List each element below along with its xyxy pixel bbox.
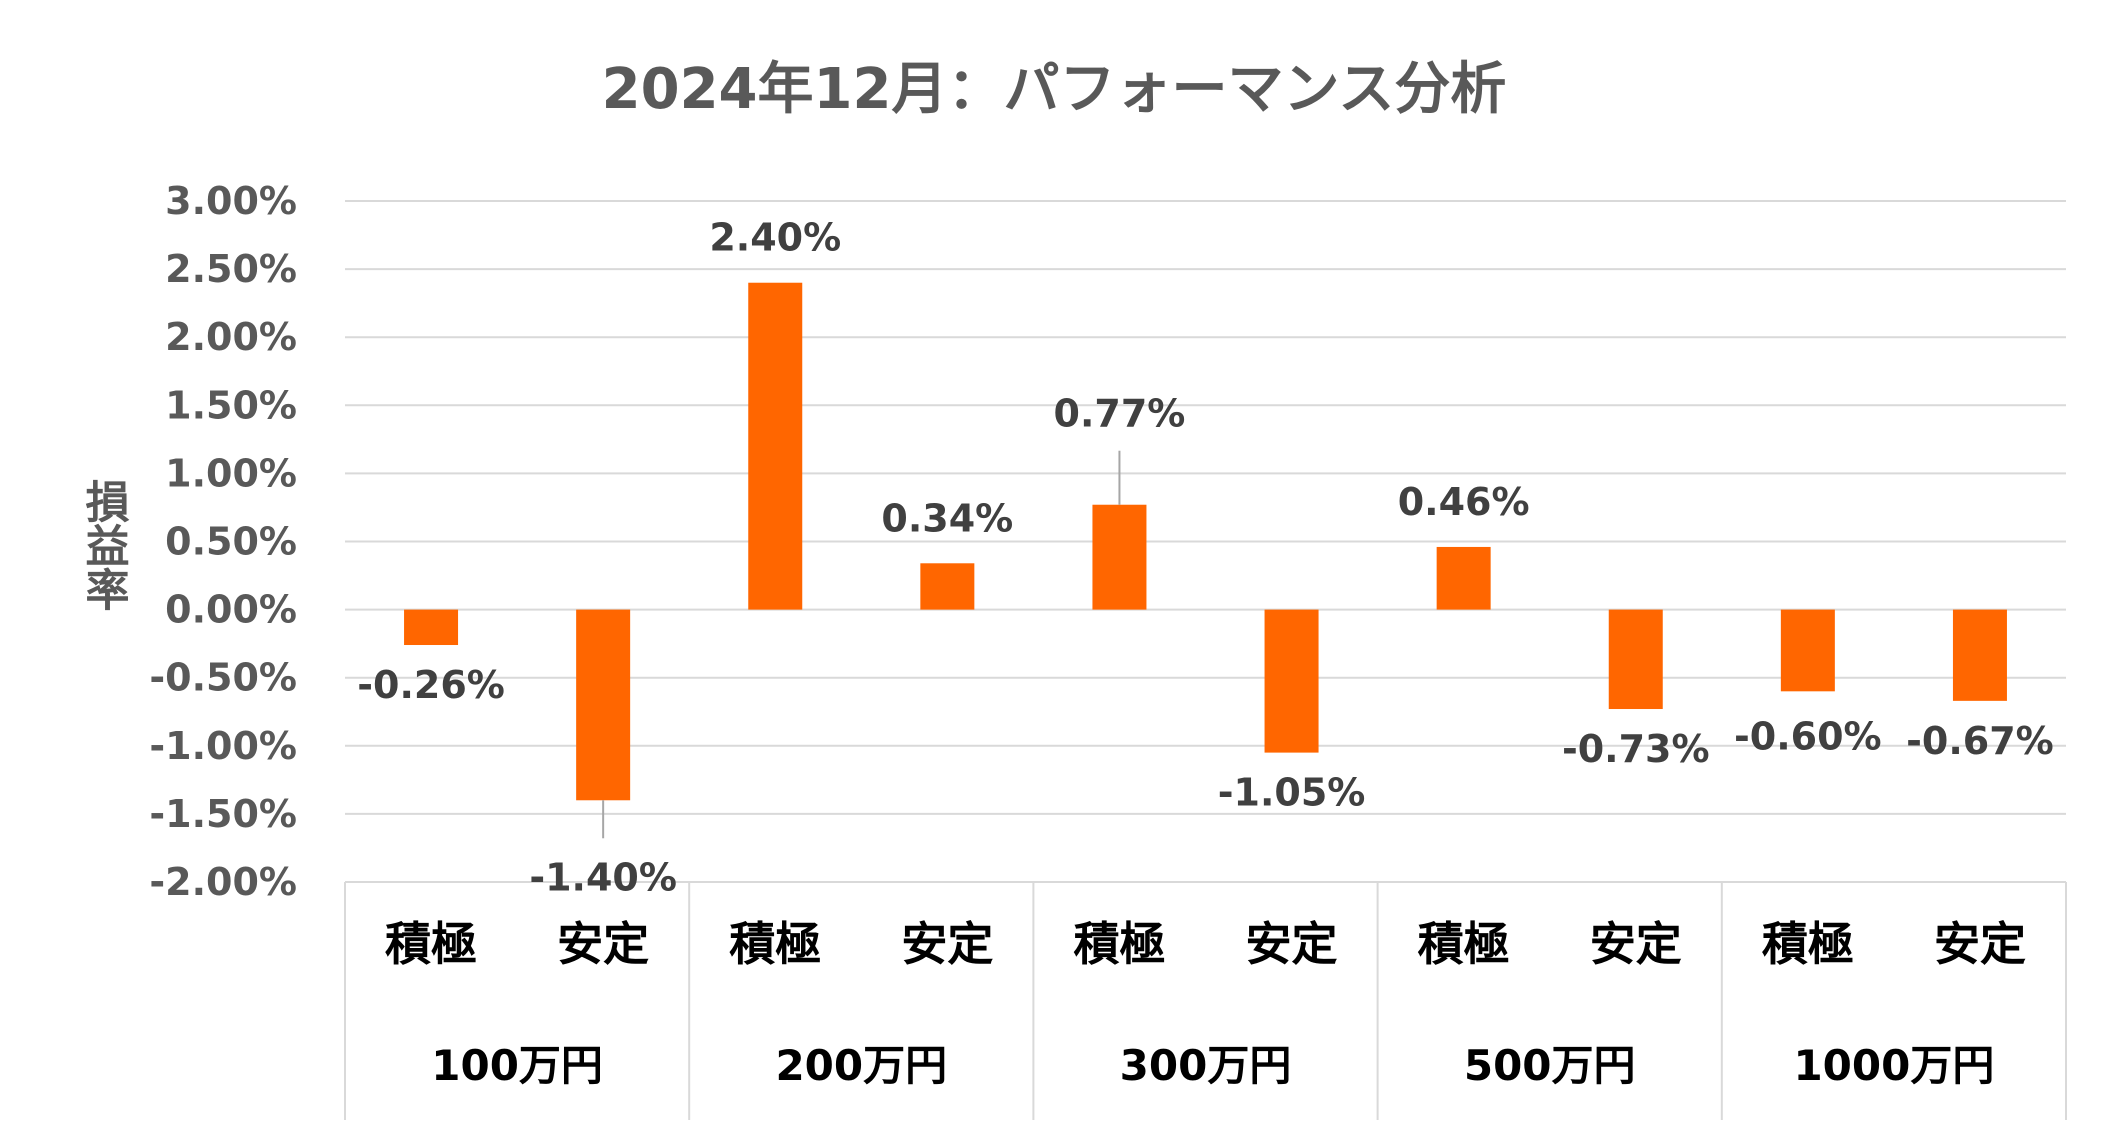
x-group-label: 100万円 xyxy=(431,1041,603,1090)
x-tick-label: 積極 xyxy=(729,917,821,971)
data-label: -0.67% xyxy=(1906,719,2054,763)
data-label: 2.40% xyxy=(709,216,841,260)
x-tick-label: 積極 xyxy=(385,917,477,971)
x-group-label: 300万円 xyxy=(1120,1041,1292,1090)
bar xyxy=(1264,609,1319,753)
y-tick-label: 2.50% xyxy=(165,247,297,291)
bar xyxy=(1436,546,1491,610)
bar xyxy=(748,282,803,610)
x-tick-label: 安定 xyxy=(901,917,993,971)
data-label: -0.60% xyxy=(1734,714,1882,758)
gridlines xyxy=(345,200,2066,883)
y-tick-label: 1.00% xyxy=(165,451,297,495)
data-label: 0.77% xyxy=(1054,392,1186,436)
y-tick-label: 0.00% xyxy=(165,588,297,632)
x-tick-label: 積極 xyxy=(1762,917,1854,971)
x-tick-label: 安定 xyxy=(1246,917,1338,971)
data-label: -1.05% xyxy=(1218,771,1366,815)
y-tick-label: 2.00% xyxy=(165,315,297,359)
x-tick-label: 積極 xyxy=(1073,917,1165,971)
x-tick-label: 安定 xyxy=(1590,917,1682,971)
data-label: 0.46% xyxy=(1398,480,1530,524)
bar xyxy=(1092,504,1147,610)
bar xyxy=(1780,609,1835,692)
data-label: -0.26% xyxy=(357,663,505,707)
data-labels: -0.26% -1.40% 2.40% 0.34% 0.77% -1.05% 0.46% -0… xyxy=(357,216,2054,900)
data-label: -0.73% xyxy=(1562,727,1710,771)
x-group-label: 500万円 xyxy=(1464,1041,1636,1090)
x-group-label: 1000万円 xyxy=(1793,1041,1994,1090)
bar xyxy=(404,609,459,646)
y-tick-label: -2.00% xyxy=(149,860,297,904)
x-group-label: 200万円 xyxy=(775,1041,947,1090)
data-label: 0.34% xyxy=(881,496,1013,540)
data-label: -1.40% xyxy=(529,855,677,899)
bar xyxy=(1608,609,1663,710)
y-tick-label: 3.00% xyxy=(165,179,297,223)
y-tick-label: 0.50% xyxy=(165,520,297,564)
y-tick-label: -1.00% xyxy=(149,724,297,768)
x-tick-label: 安定 xyxy=(1934,917,2026,971)
y-axis-title: 損益率 xyxy=(78,479,130,611)
y-tick-label: -1.50% xyxy=(149,792,297,836)
x-axis: 積極 安定 積極 安定 積極 安定 積極 安定 積極 安定 100万円 200万円 300万円 500万円… xyxy=(344,882,2067,1120)
bar xyxy=(920,563,975,610)
y-tick-label: 1.50% xyxy=(165,383,297,427)
bars xyxy=(404,282,2007,801)
chart-title: 2024年12月：パフォーマンス分析 xyxy=(602,57,1507,122)
y-tick-label: -0.50% xyxy=(149,656,297,700)
y-axis-tick-labels: 3.00% 2.50% 2.00% 1.50% 1.00% 0.50% 0.00% -0.50… xyxy=(149,179,297,904)
bar xyxy=(576,609,631,801)
x-tick-label: 安定 xyxy=(557,917,649,971)
x-tick-label: 積極 xyxy=(1418,917,1510,971)
bar xyxy=(1952,609,2007,701)
